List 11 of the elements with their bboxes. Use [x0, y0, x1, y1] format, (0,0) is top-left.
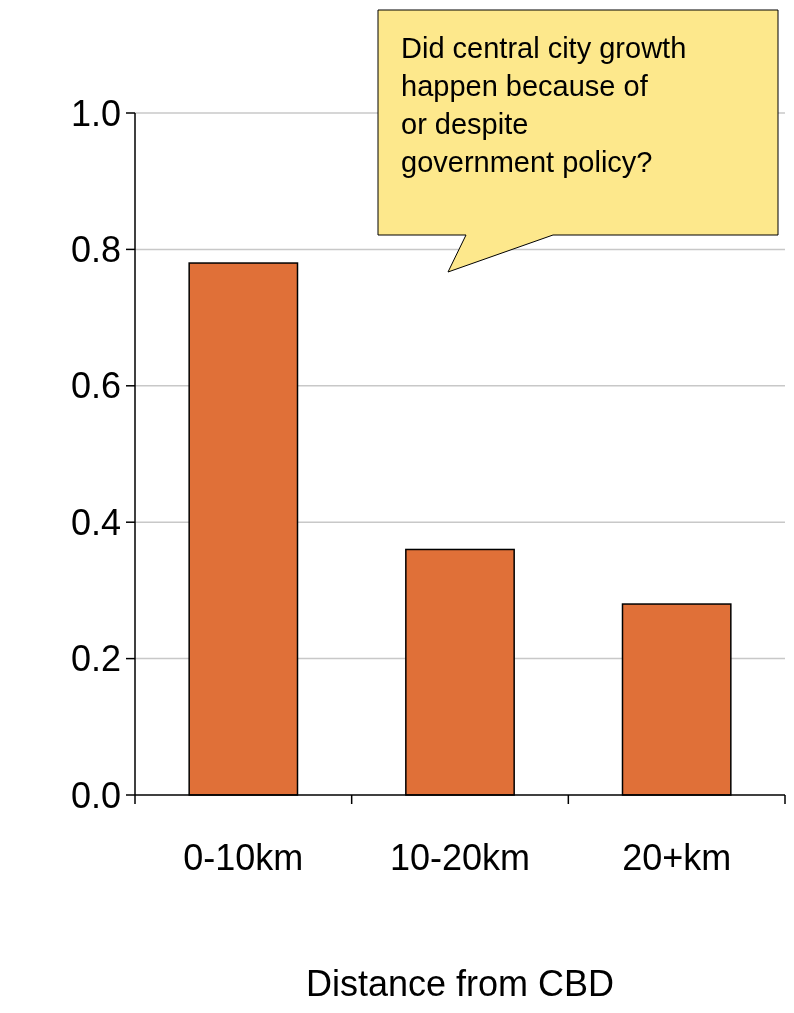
- y-tick-label: 1.0: [70, 92, 121, 134]
- y-tick-label: 0.8: [70, 229, 121, 270]
- x-tick-label: 10-20km: [389, 837, 531, 878]
- x-tick-label: 0-10km: [183, 837, 304, 878]
- y-tick-label: 0.4: [70, 501, 121, 543]
- y-tick-label: 0.6: [70, 365, 121, 407]
- x-tick-label: 20+km: [622, 837, 732, 878]
- y-tick-label: 0.0: [70, 774, 121, 816]
- annotation: Did central city growth happen because of or despite government policy?: [401, 32, 687, 178]
- x-axis-title: Distance from CBD: [305, 963, 615, 1004]
- y-tick-label: 0.2: [70, 638, 121, 680]
